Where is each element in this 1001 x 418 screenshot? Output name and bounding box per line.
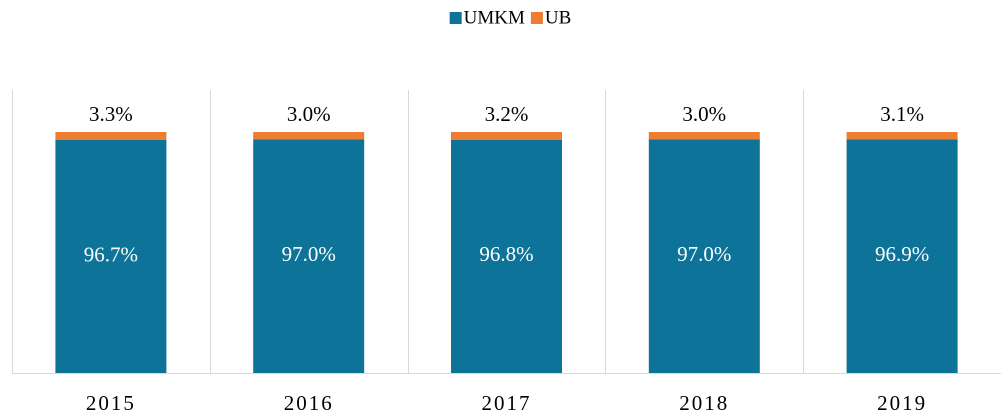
- legend-label: UB: [545, 7, 571, 28]
- bar-segment: [648, 132, 760, 140]
- data-label: 96.8%: [479, 242, 533, 266]
- bar-segment: [55, 139, 167, 373]
- x-tick-label: 2018: [679, 391, 729, 415]
- bar-segment: [253, 132, 365, 140]
- x-tick-label: 2019: [877, 391, 927, 415]
- legend-swatch: [530, 12, 543, 24]
- data-label: 97.0%: [282, 242, 336, 266]
- data-label: 3.2%: [485, 102, 529, 126]
- bar-segment: [55, 132, 167, 140]
- bar-segment: [253, 139, 365, 373]
- legend-swatch: [449, 12, 462, 24]
- data-label: 3.0%: [287, 102, 331, 126]
- x-tick-label: 2015: [86, 391, 136, 415]
- x-tick-label: 2016: [284, 391, 334, 415]
- bar-segment: [846, 139, 958, 373]
- data-label: 3.1%: [880, 102, 924, 126]
- data-label: 96.9%: [875, 242, 929, 266]
- data-label: 96.7%: [84, 242, 138, 266]
- data-label: 97.0%: [677, 242, 731, 266]
- data-label: 3.0%: [682, 102, 726, 126]
- bar-segment: [846, 132, 958, 140]
- legend-label: UMKM: [464, 7, 525, 28]
- x-tick-label: 2017: [482, 391, 532, 415]
- bar-segment: [451, 132, 562, 140]
- data-label: 3.3%: [89, 102, 133, 126]
- bar-segment: [451, 139, 562, 373]
- bar-segment: [648, 139, 760, 373]
- legend: UMKM UB: [449, 7, 571, 28]
